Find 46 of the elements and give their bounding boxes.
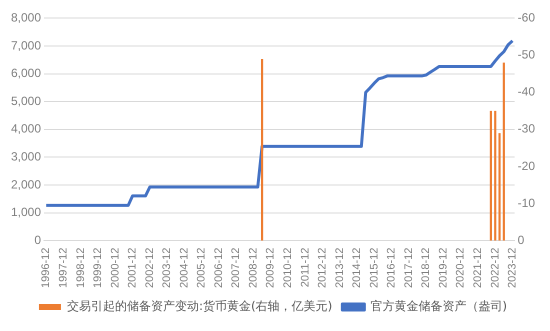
x-tick-label: 1997-12: [57, 248, 70, 288]
y-tick-label: 6,000: [11, 66, 42, 80]
y2-tick-label: -50: [518, 48, 536, 62]
y2-tick-label: -20: [518, 158, 536, 173]
x-tick-label: 2003-12: [161, 248, 174, 288]
x-tick-label: 2018-12: [420, 248, 432, 288]
x-tick-label: 2015-12: [368, 248, 380, 288]
x-tick-label: 2021-12: [472, 248, 484, 288]
legend-label: 交易引起的储备资产变动:货币黄金(右轴，亿美元): [66, 299, 332, 314]
y-tick-label: 1,000: [11, 205, 42, 220]
x-tick-label: 2020-12: [454, 248, 467, 288]
y-tick-label: 4,000: [11, 122, 42, 136]
x-tick-label: 2023-12: [506, 248, 519, 288]
x-tick-label: 1996-12: [40, 248, 52, 288]
x-tick-label: 2012-12: [316, 248, 329, 288]
x-tick-label: 2017-12: [402, 248, 415, 288]
x-tick-label: 2006-12: [212, 248, 225, 288]
y-tick-label: 8,000: [11, 10, 42, 25]
y2-tick-label: -40: [518, 84, 536, 99]
x-tick-label: 2005-12: [196, 248, 208, 288]
y2-tick-label: 0: [518, 232, 525, 247]
x-tick-label: 2009-12: [264, 248, 277, 288]
x-tick-label: 2000-12: [109, 248, 122, 288]
y2-tick-label: -30: [518, 122, 536, 136]
y-tick-label: 3,000: [11, 150, 42, 164]
x-tick-label: 2004-12: [178, 248, 190, 288]
x-tick-label: 2016-12: [386, 248, 398, 288]
x-tick-label: 2011-12: [299, 248, 312, 288]
x-tick-label: 2014-12: [351, 248, 364, 288]
x-tick-label: 1999-12: [92, 248, 104, 288]
y2-tick-label: -10: [518, 196, 536, 210]
y-tick-label: 2,000: [11, 177, 42, 192]
x-tick-label: 2019-12: [437, 248, 450, 288]
x-tick-label: 2007-12: [230, 248, 242, 288]
y-tick-label: 7,000: [11, 38, 42, 52]
x-tick-label: 2001-12: [126, 248, 139, 288]
x-tick-label: 2008-12: [247, 248, 260, 288]
x-tick-label: 2010-12: [282, 248, 294, 288]
x-tick-label: 1998-12: [74, 248, 87, 288]
x-tick-label: 2002-12: [144, 248, 156, 288]
legend-label: 官方黄金储备资产（盎司): [370, 299, 508, 314]
y-tick-label: 5,000: [11, 94, 42, 108]
y2-tick-label: -60: [518, 10, 536, 25]
y-tick-label: 0: [34, 232, 42, 247]
x-tick-label: 2022-12: [489, 248, 502, 288]
x-tick-label: 2013-12: [334, 248, 346, 288]
